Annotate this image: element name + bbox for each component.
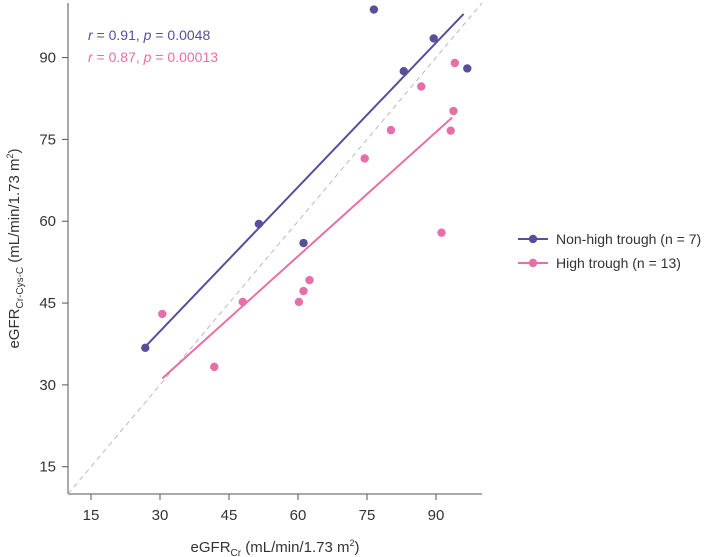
stat-annotations: r = 0.91, p = 0.0048 r = 0.87, p = 0.0001… <box>88 27 218 65</box>
x-tick-label: 60 <box>290 507 307 524</box>
non-high-trough-point <box>429 34 438 43</box>
identity-line <box>67 2 483 495</box>
high-trough-point <box>158 309 167 319</box>
stat-non-high-trough: r = 0.91, p = 0.0048 <box>88 27 210 43</box>
high-trough-point <box>305 275 314 285</box>
x-tick-label: 75 <box>359 507 376 524</box>
y-axis-label: eGFRCr-Cys-C (mL/min/1.73 m2) <box>5 148 26 348</box>
high-trough-point <box>450 58 460 68</box>
high-trough-point <box>299 286 308 296</box>
x-tick-label: 45 <box>221 507 238 524</box>
identity-line-group <box>67 2 483 495</box>
y-tick-label: 60 <box>39 213 56 230</box>
non-high-trough-point <box>254 219 264 229</box>
y-tick-label: 15 <box>39 459 56 476</box>
high-trough-point <box>437 228 446 237</box>
data-points <box>141 5 472 372</box>
fit-line-high-trough <box>161 116 453 380</box>
legend-label-high-trough: High trough (n = 13) <box>556 255 681 271</box>
non-high-trough-point <box>141 343 150 352</box>
y-tick-label: 90 <box>39 50 56 67</box>
legend: Non-high trough (n = 7) High trough (n = … <box>518 231 701 271</box>
legend-marker-high-trough <box>528 258 538 268</box>
high-trough-point <box>360 154 369 163</box>
y-tick-label: 45 <box>39 295 56 312</box>
y-tick-label: 75 <box>39 131 56 148</box>
fit-lines <box>144 13 465 380</box>
high-trough-point <box>446 126 455 135</box>
high-trough-point <box>386 125 396 135</box>
high-trough-point <box>449 106 458 116</box>
stat-high-trough: r = 0.87, p = 0.00013 <box>88 49 218 65</box>
fit-line-non-high-trough <box>144 13 465 348</box>
x-axis-label: eGFRCr (mL/min/1.73 m2) <box>191 538 360 557</box>
non-high-trough-point <box>463 64 472 73</box>
axis-labels: eGFRCr (mL/min/1.73 m2) eGFRCr-Cys-C (mL/… <box>5 148 359 557</box>
non-high-trough-point <box>369 5 379 14</box>
non-high-trough-point <box>299 238 308 248</box>
y-tick-label: 30 <box>39 377 56 394</box>
legend-marker-non-high-trough <box>528 234 538 244</box>
high-trough-point <box>238 297 247 307</box>
x-tick-label: 30 <box>152 507 169 524</box>
high-trough-point <box>294 297 304 307</box>
legend-label-non-high-trough: Non-high trough (n = 7) <box>556 231 701 247</box>
high-trough-point <box>210 362 219 372</box>
x-tick-label: 15 <box>83 507 100 524</box>
high-trough-point <box>417 82 426 91</box>
axes: 15 30 45 60 75 90 15 30 45 60 75 90 <box>39 3 482 524</box>
x-tick-label: 90 <box>428 507 445 524</box>
non-high-trough-point <box>399 66 408 76</box>
